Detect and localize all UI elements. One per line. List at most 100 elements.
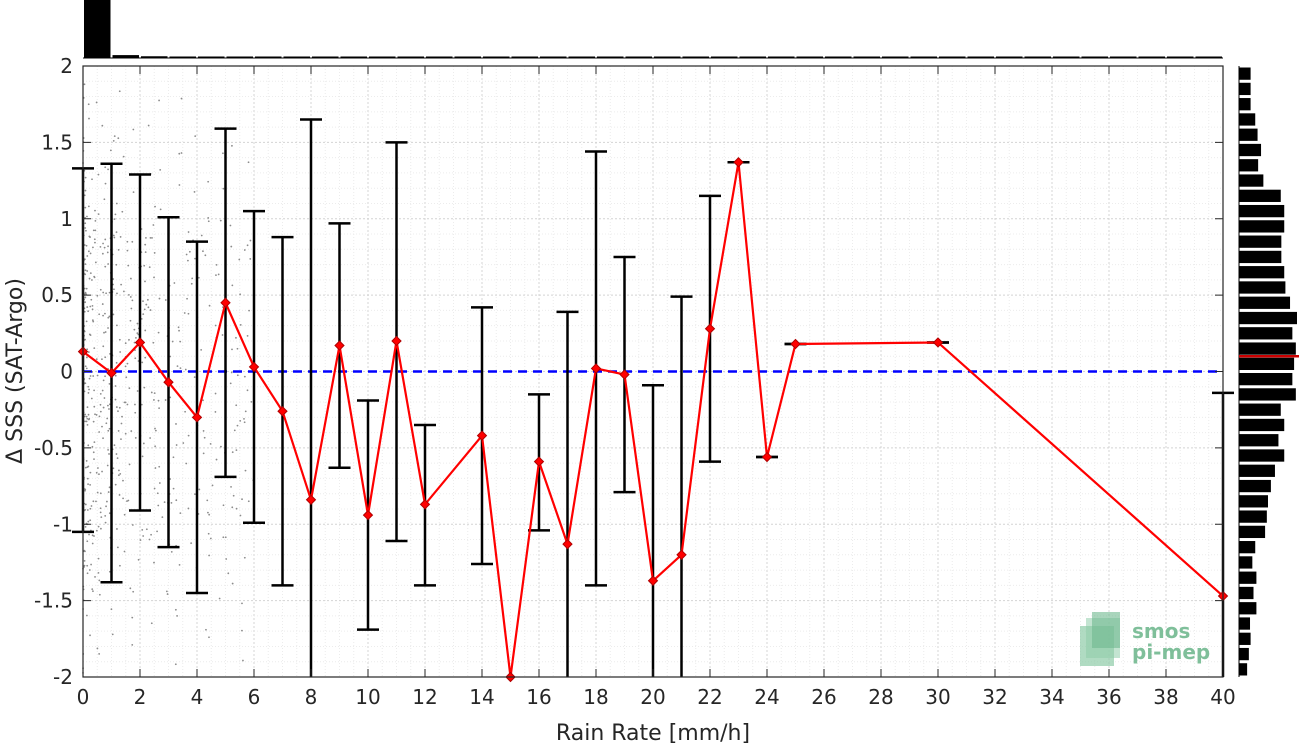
scatter-point — [187, 259, 189, 262]
scatter-point — [105, 422, 108, 425]
scatter-point — [187, 434, 190, 437]
scatter-point — [95, 358, 98, 361]
scatter-point — [98, 473, 100, 476]
data-point-marker — [533, 456, 545, 467]
scatter-point — [123, 550, 126, 553]
scatter-point — [94, 576, 96, 578]
scatter-point — [170, 501, 173, 504]
scatter-point — [111, 633, 114, 636]
scatter-point — [84, 466, 87, 469]
top-histogram-bar — [511, 56, 538, 58]
scatter-point — [107, 245, 109, 248]
scatter-point — [135, 336, 137, 339]
scatter-point — [91, 542, 94, 545]
scatter-point — [164, 299, 167, 301]
x-tick-label: 36 — [1096, 685, 1121, 709]
scatter-point — [224, 536, 227, 539]
x-tick-label: 8 — [305, 685, 318, 709]
scatter-point — [151, 237, 153, 239]
scatter-point — [127, 293, 130, 296]
scatter-point — [97, 572, 100, 574]
scatter-point — [231, 451, 234, 454]
top-histogram-bar — [597, 56, 624, 58]
right-histogram-bar — [1239, 479, 1271, 493]
data-point-marker — [191, 412, 203, 423]
scatter-point — [185, 253, 188, 256]
scatter-point — [87, 413, 90, 416]
scatter-point — [99, 507, 102, 510]
y-tick-label: 0 — [60, 360, 73, 384]
scatter-point — [102, 379, 105, 382]
scatter-point — [117, 430, 120, 432]
scatter-point — [246, 389, 249, 392]
scatter-point — [101, 358, 103, 361]
scatter-point — [92, 590, 94, 593]
scatter-point — [248, 309, 250, 312]
scatter-point — [187, 507, 190, 510]
scatter-point — [86, 572, 89, 575]
scatter-point — [136, 332, 139, 334]
data-point-marker — [134, 337, 146, 348]
scatter-point — [121, 210, 124, 213]
scatter-point — [221, 334, 224, 336]
x-tick-label: 4 — [191, 685, 204, 709]
scatter-point — [140, 403, 143, 406]
scatter-point — [106, 417, 109, 420]
scatter-point — [95, 101, 98, 104]
scatter-point — [114, 398, 117, 401]
scatter-point — [170, 551, 173, 553]
scatter-point — [200, 234, 203, 237]
scatter-point — [84, 301, 87, 304]
top-histogram-bar — [198, 56, 225, 58]
scatter-point — [229, 224, 232, 227]
scatter-point — [101, 470, 103, 473]
scatter-point — [86, 614, 88, 617]
scatter-point — [99, 492, 102, 495]
right-histogram-bar — [1239, 159, 1259, 172]
x-axis-label: Rain Rate [mm/h] — [556, 721, 750, 745]
scatter-point — [93, 458, 95, 461]
scatter-point — [194, 135, 197, 137]
x-tick-label: 20 — [640, 685, 665, 709]
scatter-point — [98, 593, 101, 596]
scatter-point — [119, 351, 122, 353]
scatter-point — [206, 499, 209, 502]
scatter-point — [127, 264, 130, 267]
scatter-point — [124, 432, 127, 435]
scatter-point — [96, 491, 99, 494]
scatter-point — [84, 206, 87, 209]
scatter-point — [131, 643, 134, 646]
scatter-point — [83, 194, 86, 197]
scatter-point — [116, 292, 118, 295]
scatter-point — [101, 252, 104, 255]
scatter-point — [104, 182, 107, 185]
scatter-point — [204, 254, 207, 257]
scatter-point — [86, 306, 89, 308]
scatter-point — [108, 427, 111, 430]
scatter-point — [101, 425, 103, 428]
scatter-point — [239, 420, 242, 422]
scatter-point — [83, 244, 86, 246]
scatter-point — [91, 178, 93, 181]
scatter-point — [84, 550, 86, 553]
scatter-point — [163, 501, 166, 504]
scatter-point — [100, 516, 103, 519]
scatter-point — [85, 460, 88, 462]
scatter-point — [113, 288, 115, 291]
scatter-point — [87, 418, 90, 421]
scatter-point — [92, 246, 94, 249]
scatter-point — [84, 420, 86, 423]
scatter-point — [175, 499, 178, 502]
scatter-point — [89, 519, 92, 522]
scatter-point — [116, 528, 118, 530]
scatter-point — [153, 561, 155, 564]
scatter-point — [108, 453, 110, 455]
scatter-point — [176, 365, 179, 367]
top-histogram-bar — [1024, 56, 1051, 58]
scatter-point — [88, 117, 90, 120]
scatter-point — [92, 500, 95, 503]
x-tick-label: 40 — [1210, 685, 1235, 709]
scatter-point — [165, 590, 168, 593]
scatter-point — [148, 266, 151, 269]
x-tick-label: 26 — [811, 685, 836, 709]
